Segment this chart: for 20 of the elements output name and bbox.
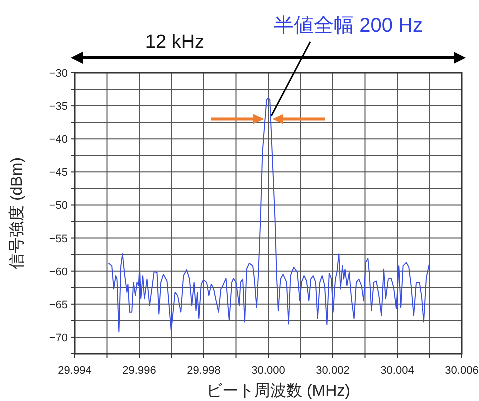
y-tick-label: −60 <box>49 266 68 278</box>
x-axis-title: ビート周波数 (MHz) <box>206 382 350 400</box>
x-tick-label: 30.002 <box>316 365 350 377</box>
y-tick-label: −70 <box>49 332 68 344</box>
x-tick-label: 29.998 <box>187 365 221 377</box>
x-tick-label: 29.996 <box>122 365 156 377</box>
annotation: 半値全幅 200 Hz <box>274 15 423 37</box>
x-tick-label: 30.004 <box>380 365 414 377</box>
y-tick-label: −40 <box>49 134 68 146</box>
y-tick-label: −50 <box>49 200 68 212</box>
y-tick-label: −30 <box>49 68 68 80</box>
y-tick-label: −55 <box>49 233 68 246</box>
y-tick-label: −65 <box>49 299 68 312</box>
y-tick-label: −45 <box>49 167 68 180</box>
x-tick-label: 30.006 <box>445 365 479 377</box>
y-axis-title: 信号強度 (dBm) <box>8 158 26 270</box>
y-tick-label: −35 <box>49 101 68 114</box>
x-tick-label: 30.000 <box>252 365 286 377</box>
text: 12 kHz <box>145 32 205 53</box>
x-tick-label: 29.994 <box>58 365 92 377</box>
